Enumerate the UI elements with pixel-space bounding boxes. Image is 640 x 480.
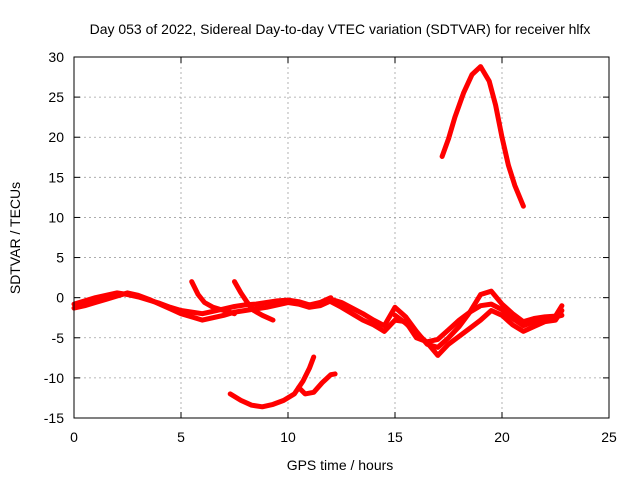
- series-track-h: [227, 354, 317, 410]
- x-axis-label: GPS time / hours: [287, 457, 394, 473]
- y-tick-label: 15: [48, 169, 64, 185]
- series-track-f: [189, 279, 237, 317]
- series-track-d: [328, 288, 565, 350]
- series-track-g: [232, 279, 276, 323]
- y-tick-label: 25: [48, 89, 64, 105]
- y-tick-label: -10: [44, 370, 64, 386]
- series-track-e: [392, 308, 565, 358]
- y-tick-label: -5: [52, 330, 65, 346]
- y-tick-label: 10: [48, 209, 64, 225]
- x-tick-label: 0: [70, 429, 78, 445]
- x-tick-label: 15: [387, 429, 403, 445]
- x-tick-label: 5: [177, 429, 185, 445]
- grid-lines: [74, 57, 609, 418]
- data-series-group: [71, 64, 565, 410]
- y-tick-label: 30: [48, 49, 64, 65]
- axis-ticks: 0 5 10 15 20 25 -15 -10 -5 0 5 10 15 20 25 30: [44, 49, 617, 445]
- x-tick-label: 25: [601, 429, 617, 445]
- x-tick-label: 10: [280, 429, 296, 445]
- y-tick-label: -15: [44, 410, 64, 426]
- series-track-j: [439, 64, 526, 209]
- y-tick-label: 5: [56, 250, 64, 266]
- chart-title: Day 053 of 2022, Sidereal Day-to-day VTE…: [90, 21, 591, 37]
- y-tick-label: 20: [48, 129, 64, 145]
- series-track-b: [71, 290, 334, 323]
- plot-frame: [73, 56, 610, 419]
- y-tick-label: 0: [56, 290, 64, 306]
- y-axis-label: SDTVAR / TECUs: [7, 182, 23, 294]
- series-track-i: [296, 371, 338, 397]
- series-track-c: [328, 299, 565, 345]
- x-tick-label: 20: [494, 429, 510, 445]
